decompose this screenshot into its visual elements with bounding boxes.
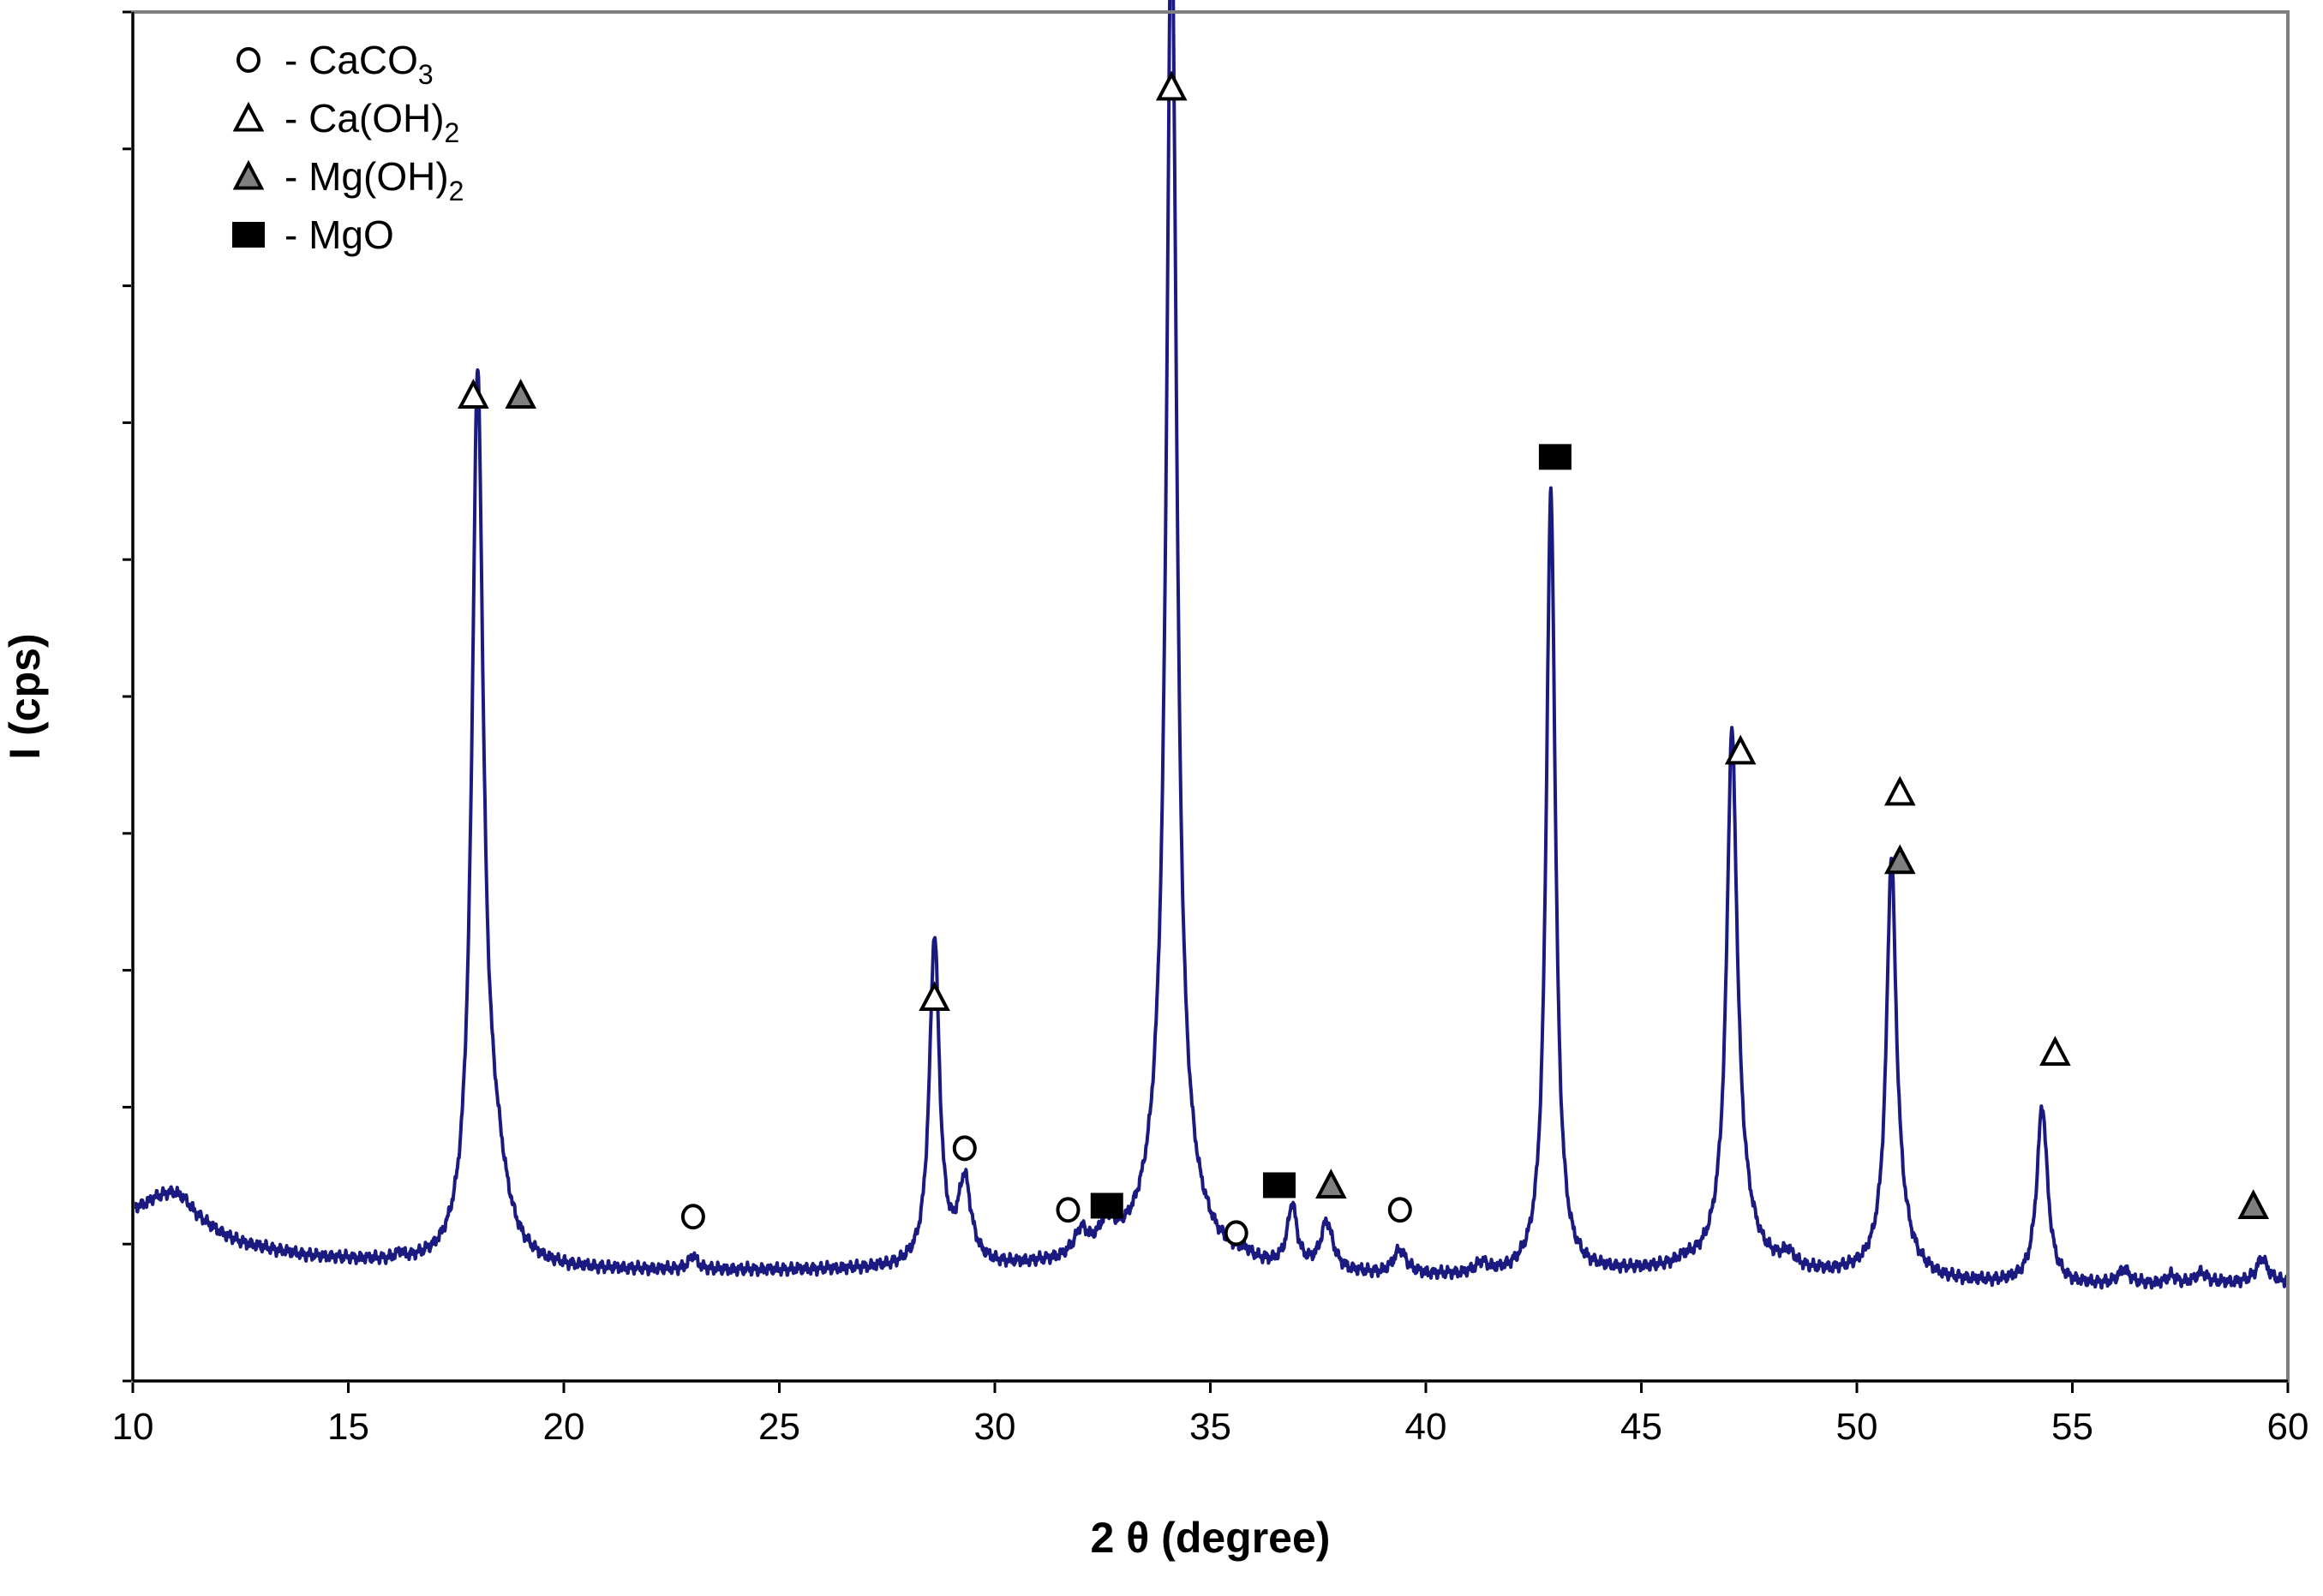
peak-marker-triangle-open <box>2039 1036 2071 1066</box>
legend-label-subscript: 2 <box>445 117 460 148</box>
x-axis-title: 2 θ (degree) <box>1091 1514 1331 1562</box>
peak-marker-triangle-gray <box>1883 844 1916 875</box>
legend-marker-square-filled <box>232 222 265 248</box>
peak-marker-triangle-open <box>919 981 950 1012</box>
peak-marker-triangle-gray <box>1315 1169 1347 1198</box>
x-tick-label: 25 <box>758 1406 800 1448</box>
legend-label: - MgO <box>284 212 394 257</box>
x-tick-label: 10 <box>112 1406 154 1448</box>
x-tick-label: 20 <box>543 1406 585 1448</box>
legend-marker-triangle-open <box>232 101 265 132</box>
peak-marker-circle-open <box>680 1204 705 1230</box>
peak-marker-circle-open <box>1056 1197 1081 1223</box>
legend-marker-triangle-gray <box>232 159 265 190</box>
peak-marker-circle-open <box>1224 1220 1248 1246</box>
x-axis-tick-labels: 10 15 20 25 30 35 40 45 50 55 60 <box>112 1406 2309 1448</box>
x-axis-ticks <box>131 1381 2290 1393</box>
peak-marker-square-filled <box>1538 444 1572 470</box>
peak-marker-triangle-open <box>1724 734 1757 765</box>
x-tick-label: 60 <box>2267 1406 2309 1448</box>
legend-label: - Mg(OH)2 <box>284 154 464 206</box>
peak-marker-triangle-gray <box>505 379 537 409</box>
legend: - CaCO3 - Ca(OH)2 - Mg(OH)2 - MgO <box>232 38 464 257</box>
legend-marker-circle-open <box>236 47 260 73</box>
x-tick-label: 55 <box>2051 1406 2093 1448</box>
y-axis-title: I (cps) <box>1 633 49 759</box>
peak-marker-triangle-open <box>458 379 489 409</box>
peak-marker-triangle-open <box>1883 775 1916 806</box>
peak-marker-square-filled <box>1090 1193 1123 1219</box>
x-tick-label: 40 <box>1405 1406 1447 1448</box>
x-tick-label: 45 <box>1620 1406 1662 1448</box>
legend-label-subscript: 2 <box>449 176 464 206</box>
x-tick-label: 30 <box>974 1406 1016 1448</box>
x-tick-label: 35 <box>1189 1406 1231 1448</box>
legend-label-main: - Ca(OH) <box>284 96 445 140</box>
peak-marker-circle-open <box>952 1135 977 1162</box>
legend-label-subscript: 3 <box>418 59 434 90</box>
legend-label: - Ca(OH)2 <box>284 96 459 148</box>
legend-label: - CaCO3 <box>284 38 434 90</box>
x-tick-label: 50 <box>1836 1406 1878 1448</box>
phase-markers <box>458 70 2270 1246</box>
peak-marker-triangle-gray <box>2237 1189 2270 1219</box>
legend-label-main: - CaCO <box>284 38 418 82</box>
xrd-pattern-line <box>131 0 2290 1290</box>
peak-marker-triangle-open <box>1155 70 1188 101</box>
legend-label-main: - Mg(OH) <box>284 154 449 199</box>
peak-marker-square-filled <box>1262 1172 1296 1198</box>
x-tick-label: 15 <box>327 1406 369 1448</box>
legend-label-main: - MgO <box>284 212 394 257</box>
peak-marker-circle-open <box>1387 1197 1412 1223</box>
